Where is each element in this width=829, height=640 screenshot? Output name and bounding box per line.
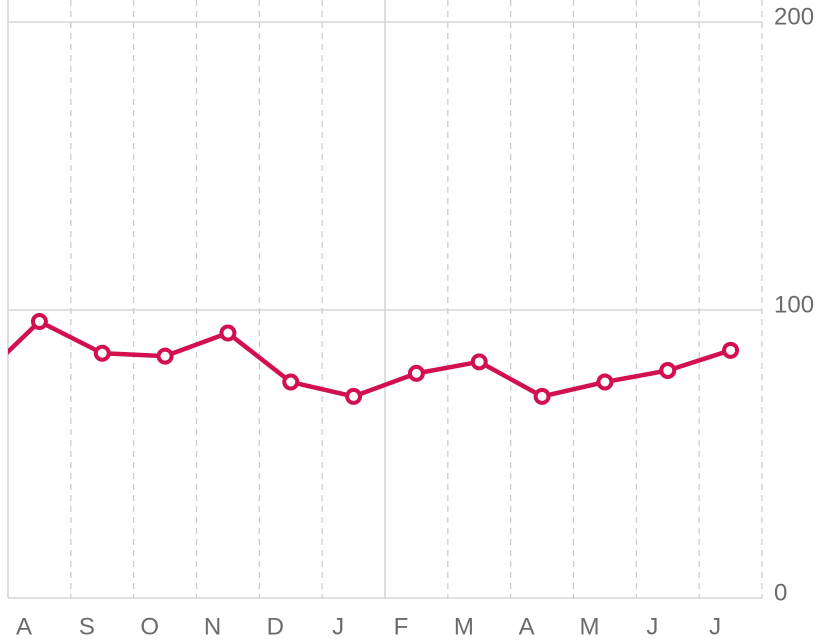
x-tick-label: M [580, 613, 600, 640]
data-point [219, 324, 237, 342]
x-tick-label: M [454, 613, 474, 640]
x-tick-label: O [140, 613, 159, 640]
data-point [345, 387, 363, 405]
x-tick-label: A [16, 613, 32, 640]
data-point [282, 373, 300, 391]
x-tick-label: A [519, 613, 535, 640]
data-point [470, 353, 488, 371]
y-tick-label: 200 [774, 3, 814, 30]
grid: 0 100 200 A S O N D J F M A M J J [7, 0, 814, 640]
x-tick-label: F [394, 613, 409, 640]
series-line [8, 319, 732, 399]
data-point [722, 341, 740, 359]
data-point [93, 344, 111, 362]
data-point [659, 361, 677, 379]
x-tick-label: D [267, 613, 284, 640]
data-point [533, 387, 551, 405]
x-tick-label: J [646, 613, 658, 640]
y-tick-label: 0 [774, 579, 787, 606]
data-point [596, 373, 614, 391]
y-tick-label: 100 [774, 291, 814, 318]
x-tick-label: N [204, 613, 221, 640]
plot-area [8, 313, 740, 405]
data-point [156, 347, 174, 365]
data-point [30, 313, 48, 331]
x-tick-label: J [332, 613, 344, 640]
data-point [407, 364, 425, 382]
x-tick-label: S [79, 613, 95, 640]
x-tick-label: J [709, 613, 721, 640]
